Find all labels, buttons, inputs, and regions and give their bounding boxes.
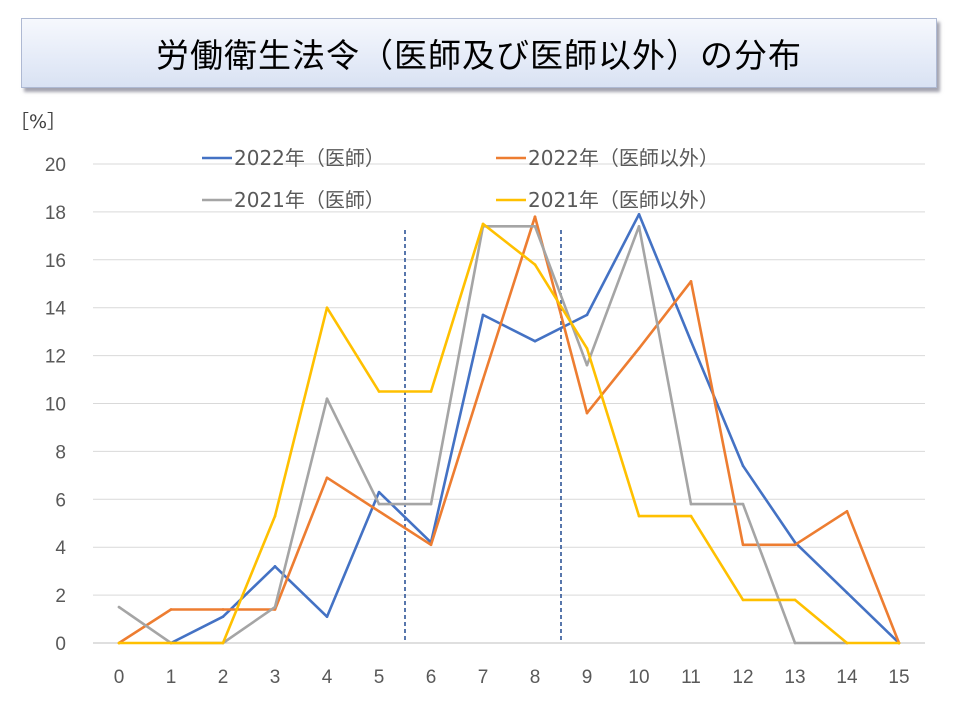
data-point <box>689 514 693 518</box>
x-tick-label: 1 <box>166 667 177 688</box>
data-point <box>273 565 277 568</box>
data-point <box>325 306 329 310</box>
y-tick-label: 0 <box>55 634 66 655</box>
data-point <box>793 641 797 645</box>
data-point <box>845 641 849 645</box>
legend-label-1: 2022年（医師以外） <box>528 146 719 170</box>
x-tick-label: 12 <box>732 667 753 688</box>
series-line-0 <box>169 213 901 645</box>
series-line-2 <box>117 225 849 645</box>
data-point <box>221 641 225 645</box>
data-point <box>273 514 277 518</box>
x-tick-label: 10 <box>628 667 649 688</box>
y-tick-label: 4 <box>55 538 66 559</box>
y-tick-label: 8 <box>55 442 66 463</box>
data-point <box>325 397 329 401</box>
data-point <box>845 509 849 513</box>
x-tick-label: 0 <box>114 667 125 688</box>
y-tick-label: 10 <box>45 395 66 416</box>
data-point <box>741 464 745 468</box>
data-point <box>637 347 641 350</box>
data-point <box>377 390 381 393</box>
data-point <box>221 608 225 611</box>
y-tick-label: 16 <box>45 251 66 272</box>
data-point <box>637 514 641 518</box>
data-point <box>585 313 589 317</box>
x-tick-label: 3 <box>270 667 281 688</box>
x-tick-label: 13 <box>784 667 805 688</box>
data-point <box>117 641 121 645</box>
y-tick-label: 20 <box>45 155 66 176</box>
data-point <box>325 476 329 480</box>
data-point <box>377 490 381 494</box>
y-tick-label: 2 <box>55 586 66 607</box>
x-tick-label: 7 <box>478 667 489 688</box>
y-tick-label: 12 <box>45 347 66 368</box>
chart-title-box: 労働衛生法令（医師及び医師以外）の分布 <box>21 18 937 88</box>
data-point <box>481 313 485 317</box>
data-point <box>533 263 537 266</box>
data-point <box>169 641 173 645</box>
data-point <box>377 509 381 513</box>
data-point <box>741 543 745 547</box>
x-tick-label: 8 <box>530 667 541 688</box>
chart-title: 労働衛生法令（医師及び医師以外）の分布 <box>156 36 802 75</box>
y-tick-label: 6 <box>55 490 66 511</box>
data-point <box>793 598 797 602</box>
x-tick-label: 14 <box>836 667 858 688</box>
legend-label-2: 2021年（医師） <box>234 188 385 212</box>
x-tick-label: 5 <box>374 667 385 688</box>
data-point <box>845 591 849 595</box>
data-point <box>221 615 225 618</box>
data-point <box>169 608 173 611</box>
x-tick-label: 2 <box>218 667 229 688</box>
data-point <box>741 598 745 602</box>
data-point <box>325 615 329 618</box>
data-point <box>429 390 433 393</box>
data-point <box>689 502 693 506</box>
data-point <box>585 411 589 415</box>
data-point <box>689 280 693 283</box>
data-point <box>273 605 277 609</box>
y-unit-label: ［%］ <box>10 111 66 133</box>
y-tick-label: 18 <box>45 203 66 224</box>
data-point <box>533 215 537 218</box>
y-tick-label: 14 <box>45 299 67 320</box>
data-point <box>377 502 381 506</box>
data-point <box>481 378 485 381</box>
x-tick-label: 4 <box>322 667 333 688</box>
data-point <box>585 363 589 367</box>
data-point <box>533 339 537 343</box>
x-tick-label: 6 <box>426 667 437 688</box>
x-tick-label: 11 <box>681 667 701 688</box>
data-point <box>793 543 797 547</box>
series-line-3 <box>117 222 901 645</box>
data-point <box>637 212 641 216</box>
data-point <box>897 641 901 645</box>
data-point <box>117 605 121 609</box>
data-point <box>429 502 433 506</box>
data-point <box>533 224 537 228</box>
data-point <box>429 543 433 547</box>
data-point <box>585 347 589 350</box>
x-tick-label: 9 <box>582 667 593 688</box>
data-point <box>481 222 485 226</box>
data-point <box>689 339 693 343</box>
legend-label-3: 2021年（医師以外） <box>528 188 719 212</box>
x-tick-label: 15 <box>888 667 909 688</box>
data-point <box>741 502 745 506</box>
data-point <box>637 224 641 228</box>
series-line-1 <box>117 215 901 645</box>
legend-label-0: 2022年（医師） <box>234 146 385 170</box>
